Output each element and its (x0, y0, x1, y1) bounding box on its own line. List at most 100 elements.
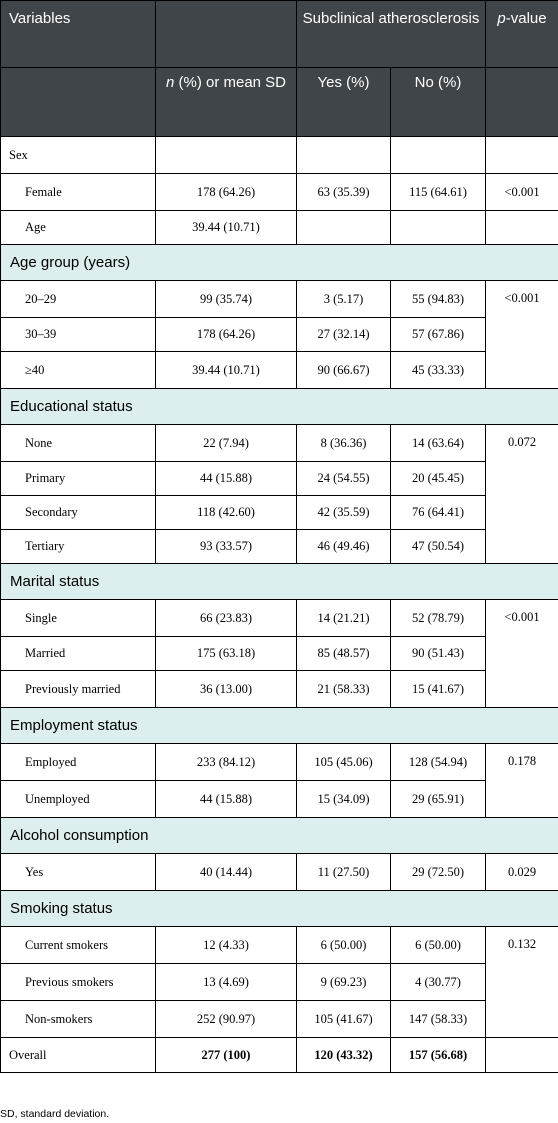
cell-no: 20 (45.45) (390, 461, 486, 496)
row-label: Overall (0, 1037, 156, 1073)
section-header-row: Alcohol consumption (0, 817, 558, 854)
header-no: No (%) (390, 67, 486, 137)
cell-no: 55 (94.83) (390, 280, 486, 318)
section-title: Age group (years) (0, 244, 558, 281)
cell-yes: 8 (36.36) (296, 424, 391, 462)
table-row: Non-smokers 252 (90.97) 105 (41.67) 147 … (0, 1000, 558, 1038)
section-header-row: Employment status (0, 707, 558, 744)
cell-no: 45 (33.33) (390, 351, 486, 389)
cell-yes (296, 136, 391, 174)
cell-p: 0.072 (485, 424, 558, 564)
cell-n: 178 (64.26) (155, 173, 297, 211)
cell-yes: 105 (41.67) (296, 1000, 391, 1038)
section-header-row: Smoking status (0, 890, 558, 927)
cell-no: 15 (41.67) (390, 670, 486, 708)
row-label: ≥40 (0, 351, 156, 389)
cell-n: 118 (42.60) (155, 495, 297, 530)
cell-p: <0.001 (485, 173, 558, 211)
row-label: Sex (0, 136, 156, 174)
data-table: Variables Subclinical atherosclerosis p-… (0, 0, 558, 1073)
table-row-overall: Overall 277 (100) 120 (43.32) 157 (56.68… (0, 1037, 558, 1073)
cell-n (155, 136, 297, 174)
cell-no: 128 (54.94) (390, 743, 486, 781)
cell-no: 52 (78.79) (390, 599, 486, 637)
cell-n: 44 (15.88) (155, 461, 297, 496)
cell-p (485, 136, 558, 174)
cell-n: 175 (63.18) (155, 636, 297, 671)
cell-n: 93 (33.57) (155, 529, 297, 564)
cell-yes: 90 (66.67) (296, 351, 391, 389)
section-title: Marital status (0, 563, 558, 600)
header-empty (155, 0, 297, 68)
table-row: ≥40 39.44 (10.71) 90 (66.67) 45 (33.33) (0, 351, 558, 389)
table-row: Previous smokers 13 (4.69) 9 (69.23) 4 (… (0, 963, 558, 1001)
cell-p: 0.029 (485, 853, 558, 891)
cell-yes: 9 (69.23) (296, 963, 391, 1001)
cell-yes: 120 (43.32) (296, 1037, 391, 1073)
header-empty-2 (0, 67, 156, 137)
cell-n: 252 (90.97) (155, 1000, 297, 1038)
table-footnote: SD, standard deviation. (0, 1108, 110, 1120)
cell-no: 90 (51.43) (390, 636, 486, 671)
cell-n: 66 (23.83) (155, 599, 297, 637)
row-label: Tertiary (0, 529, 156, 564)
cell-yes: 6 (50.00) (296, 926, 391, 964)
cell-no: 115 (64.61) (390, 173, 486, 211)
table-row: 30–39 178 (64.26) 27 (32.14) 57 (67.86) (0, 317, 558, 352)
header-yes: Yes (%) (296, 67, 391, 137)
row-label: None (0, 424, 156, 462)
table-row: Unemployed 44 (15.88) 15 (34.09) 29 (65.… (0, 780, 558, 818)
cell-yes: 15 (34.09) (296, 780, 391, 818)
row-label: Female (0, 173, 156, 211)
cell-no: 29 (72.50) (390, 853, 486, 891)
cell-yes: 42 (35.59) (296, 495, 391, 530)
table-row: Married 175 (63.18) 85 (48.57) 90 (51.43… (0, 636, 558, 671)
row-label: Yes (0, 853, 156, 891)
cell-yes: 27 (32.14) (296, 317, 391, 352)
header-row-1: Variables Subclinical atherosclerosis p-… (0, 0, 558, 68)
table-row: Age 39.44 (10.71) (0, 210, 558, 245)
cell-yes: 11 (27.50) (296, 853, 391, 891)
cell-p: <0.001 (485, 280, 558, 389)
table-row: None 22 (7.94) 8 (36.36) 14 (63.64) 0.07… (0, 424, 558, 564)
row-label: Secondary (0, 495, 156, 530)
row-label: Unemployed (0, 780, 156, 818)
row-label: Primary (0, 461, 156, 496)
header-empty-3 (485, 67, 558, 137)
cell-n: 12 (4.33) (155, 926, 297, 964)
cell-no: 6 (50.00) (390, 926, 486, 964)
cell-n: 277 (100) (155, 1037, 297, 1073)
table-row: Female 178 (64.26) 63 (35.39) 115 (64.61… (0, 173, 558, 211)
cell-p (485, 1037, 558, 1073)
cell-n: 13 (4.69) (155, 963, 297, 1001)
section-title: Employment status (0, 707, 558, 744)
cell-p: 0.178 (485, 743, 558, 818)
cell-n: 178 (64.26) (155, 317, 297, 352)
cell-n: 233 (84.12) (155, 743, 297, 781)
row-label: 30–39 (0, 317, 156, 352)
cell-no: 14 (63.64) (390, 424, 486, 462)
table-row: Secondary 118 (42.60) 42 (35.59) 76 (64.… (0, 495, 558, 530)
cell-no: 29 (65.91) (390, 780, 486, 818)
cell-yes: 46 (49.46) (296, 529, 391, 564)
section-title: Alcohol consumption (0, 817, 558, 854)
header-variables: Variables (0, 0, 156, 68)
cell-n: 22 (7.94) (155, 424, 297, 462)
header-n-mean: n (%) or mean SD (155, 67, 297, 137)
cell-no: 76 (64.41) (390, 495, 486, 530)
table-row: Previously married 36 (13.00) 21 (58.33)… (0, 670, 558, 708)
cell-n: 39.44 (10.71) (155, 210, 297, 245)
row-label: Employed (0, 743, 156, 781)
table-row: Yes 40 (14.44) 11 (27.50) 29 (72.50) 0.0… (0, 853, 558, 891)
cell-yes: 14 (21.21) (296, 599, 391, 637)
cell-no (390, 136, 486, 174)
table-row: Current smokers 12 (4.33) 6 (50.00) 6 (5… (0, 926, 558, 1038)
row-label: Non-smokers (0, 1000, 156, 1038)
cell-yes: 85 (48.57) (296, 636, 391, 671)
cell-n: 36 (13.00) (155, 670, 297, 708)
cell-no: 57 (67.86) (390, 317, 486, 352)
cell-no: 147 (58.33) (390, 1000, 486, 1038)
row-label: Previous smokers (0, 963, 156, 1001)
cell-no: 157 (56.68) (390, 1037, 486, 1073)
cell-p (485, 210, 558, 245)
